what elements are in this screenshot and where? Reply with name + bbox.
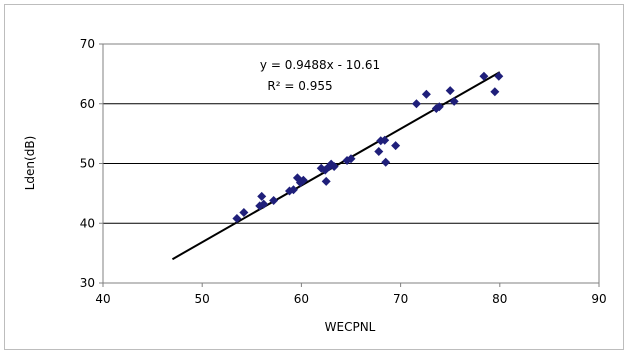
y-tick-label: 50 (80, 157, 95, 171)
y-tick-label: 60 (80, 97, 95, 111)
y-axis-label: Lden(dB) (23, 136, 37, 191)
data-point (450, 97, 459, 106)
data-point (446, 86, 455, 95)
x-tick-label: 90 (591, 292, 606, 306)
x-axis-ticks: 40 50 60 70 80 90 (95, 283, 606, 306)
x-axis-label: WECPNL (325, 320, 376, 334)
data-point (322, 177, 331, 186)
x-tick-label: 80 (492, 292, 507, 306)
gridlines (103, 104, 599, 224)
data-point (381, 158, 390, 167)
x-tick-label: 70 (393, 292, 408, 306)
data-point (422, 90, 431, 99)
data-point (412, 99, 421, 108)
y-tick-label: 40 (80, 216, 95, 230)
data-point (391, 141, 400, 150)
y-tick-label: 30 (80, 276, 95, 290)
trendline-equation: y = 0.9488x - 10.61 (260, 58, 380, 72)
data-point (490, 87, 499, 96)
x-tick-label: 60 (294, 292, 309, 306)
y-axis-ticks: 30 40 50 60 70 (80, 37, 103, 290)
data-point (374, 147, 383, 156)
x-tick-label: 50 (195, 292, 210, 306)
data-point (494, 72, 503, 81)
y-tick-label: 70 (80, 37, 95, 51)
x-tick-label: 40 (95, 292, 110, 306)
data-point (257, 192, 266, 201)
r-squared-label: R² = 0.955 (267, 79, 332, 93)
